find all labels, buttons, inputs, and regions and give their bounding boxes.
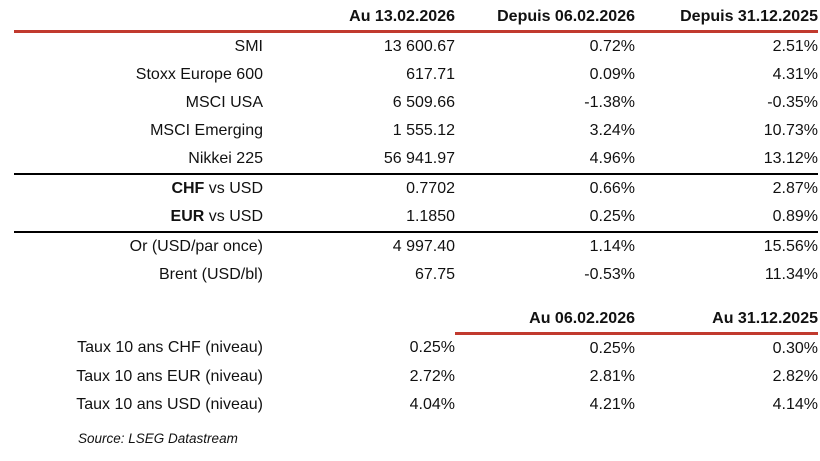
value-cell: 0.30% [772,340,818,357]
market-row-nikkei: Nikkei 225 56 941.97 4.96% 13.12% [14,145,818,174]
value-cell: 0.09% [589,66,635,83]
value-cell: 2.81% [589,368,635,385]
row-label: MSCI USA [185,94,263,111]
row-label: Taux 10 ans EUR (niveau) [76,368,263,385]
value-cell: 0.25% [589,340,635,357]
source-note: Source: LSEG Datastream [78,430,238,446]
value-cell: 6 509.66 [392,94,455,111]
value-cell: 617.71 [406,66,455,83]
col-header-since-week: Depuis 06.02.2026 [455,3,635,33]
section-spacer [14,289,818,305]
rate-row-eur: Taux 10 ans EUR (niveau) 2.72% 2.81% 2.8… [14,363,818,391]
row-label: SMI [234,38,263,55]
row-label: EUR vs USD [14,203,263,233]
source-row: Source: LSEG Datastream [14,419,818,457]
row-label: Taux 10 ans CHF (niveau) [77,339,263,357]
col-header-since-year: Depuis 31.12.2025 [635,3,818,33]
currency-code: CHF [171,180,205,197]
value-cell: 4.21% [589,396,635,413]
market-data-table: Au 13.02.2026 Depuis 06.02.2026 Depuis 3… [14,3,818,457]
value-cell: 0.7702 [263,173,455,203]
value-cell: 0.66% [455,173,635,203]
value-cell: 2.51% [772,38,818,55]
value-cell: 1 555.12 [392,122,455,139]
market-row-msci-usa: MSCI USA 6 509.66 -1.38% -0.35% [14,89,818,117]
table-header-row: Au 13.02.2026 Depuis 06.02.2026 Depuis 3… [14,3,818,33]
value-cell: 4.96% [589,150,635,167]
row-label: CHF vs USD [14,173,263,203]
currency-code: EUR [170,208,205,225]
value-cell: 0.72% [589,38,635,55]
row-label: Or (USD/par once) [129,238,263,255]
fx-row-eur-usd: EUR vs USD 1.1850 0.25% 0.89% [14,203,818,233]
value-cell: 2.72% [409,368,455,385]
market-row-msci-emerging: MSCI Emerging 1 555.12 3.24% 10.73% [14,117,818,145]
currency-suffix: vs USD [204,208,263,225]
col-header-au-date: Au 13.02.2026 [263,3,455,33]
value-cell: 0.25% [409,339,455,357]
value-cell: 13 600.67 [383,38,455,55]
row-label: Brent (USD/bl) [158,266,263,283]
value-cell: 4 997.40 [392,238,455,255]
currency-suffix: vs USD [204,180,263,197]
rates-header-row: Au 06.02.2026 Au 31.12.2025 [14,305,818,335]
value-cell: 2.82% [772,368,818,385]
fx-row-chf-usd: CHF vs USD 0.7702 0.66% 2.87% [14,173,818,203]
row-label: MSCI Emerging [150,122,263,139]
row-label: Taux 10 ans USD (niveau) [76,396,263,413]
market-row-stoxx: Stoxx Europe 600 617.71 0.09% 4.31% [14,61,818,89]
value-cell: 2.87% [635,173,818,203]
rate-row-chf: Taux 10 ans CHF (niveau) 0.25% 0.25% 0.3… [14,334,818,364]
value-cell: 1.14% [589,238,635,255]
header-empty-cell [14,305,263,334]
value-cell: -0.35% [767,94,818,111]
value-cell: 15.56% [763,238,818,255]
value-cell: -0.53% [584,266,635,283]
value-cell: 13.12% [763,150,818,167]
value-cell: 4.14% [772,396,818,413]
rate-row-usd: Taux 10 ans USD (niveau) 4.04% 4.21% 4.1… [14,391,818,419]
value-cell: 1.1850 [263,203,455,233]
value-cell: 0.89% [635,203,818,233]
value-cell: 11.34% [764,266,818,283]
value-cell: -1.38% [584,94,635,111]
value-cell: 67.75 [414,266,455,283]
value-cell: 0.25% [455,203,635,233]
col-header-au-week: Au 06.02.2026 [455,305,635,335]
value-cell: 56 941.97 [383,150,455,167]
header-empty-cell [14,3,263,33]
row-label: Stoxx Europe 600 [135,66,263,83]
row-label: Nikkei 225 [188,150,263,167]
col-header-au-year: Au 31.12.2025 [635,305,818,335]
value-cell: 10.73% [763,122,818,139]
commodity-row-gold: Or (USD/par once) 4 997.40 1.14% 15.56% [14,232,818,261]
value-cell: 4.04% [409,396,455,413]
market-row-smi: SMI 13 600.67 0.72% 2.51% [14,32,818,62]
header-empty-cell [263,305,455,334]
value-cell: 3.24% [589,122,635,139]
value-cell: 4.31% [772,66,818,83]
commodity-row-brent: Brent (USD/bl) 67.75 -0.53% 11.34% [14,261,818,289]
